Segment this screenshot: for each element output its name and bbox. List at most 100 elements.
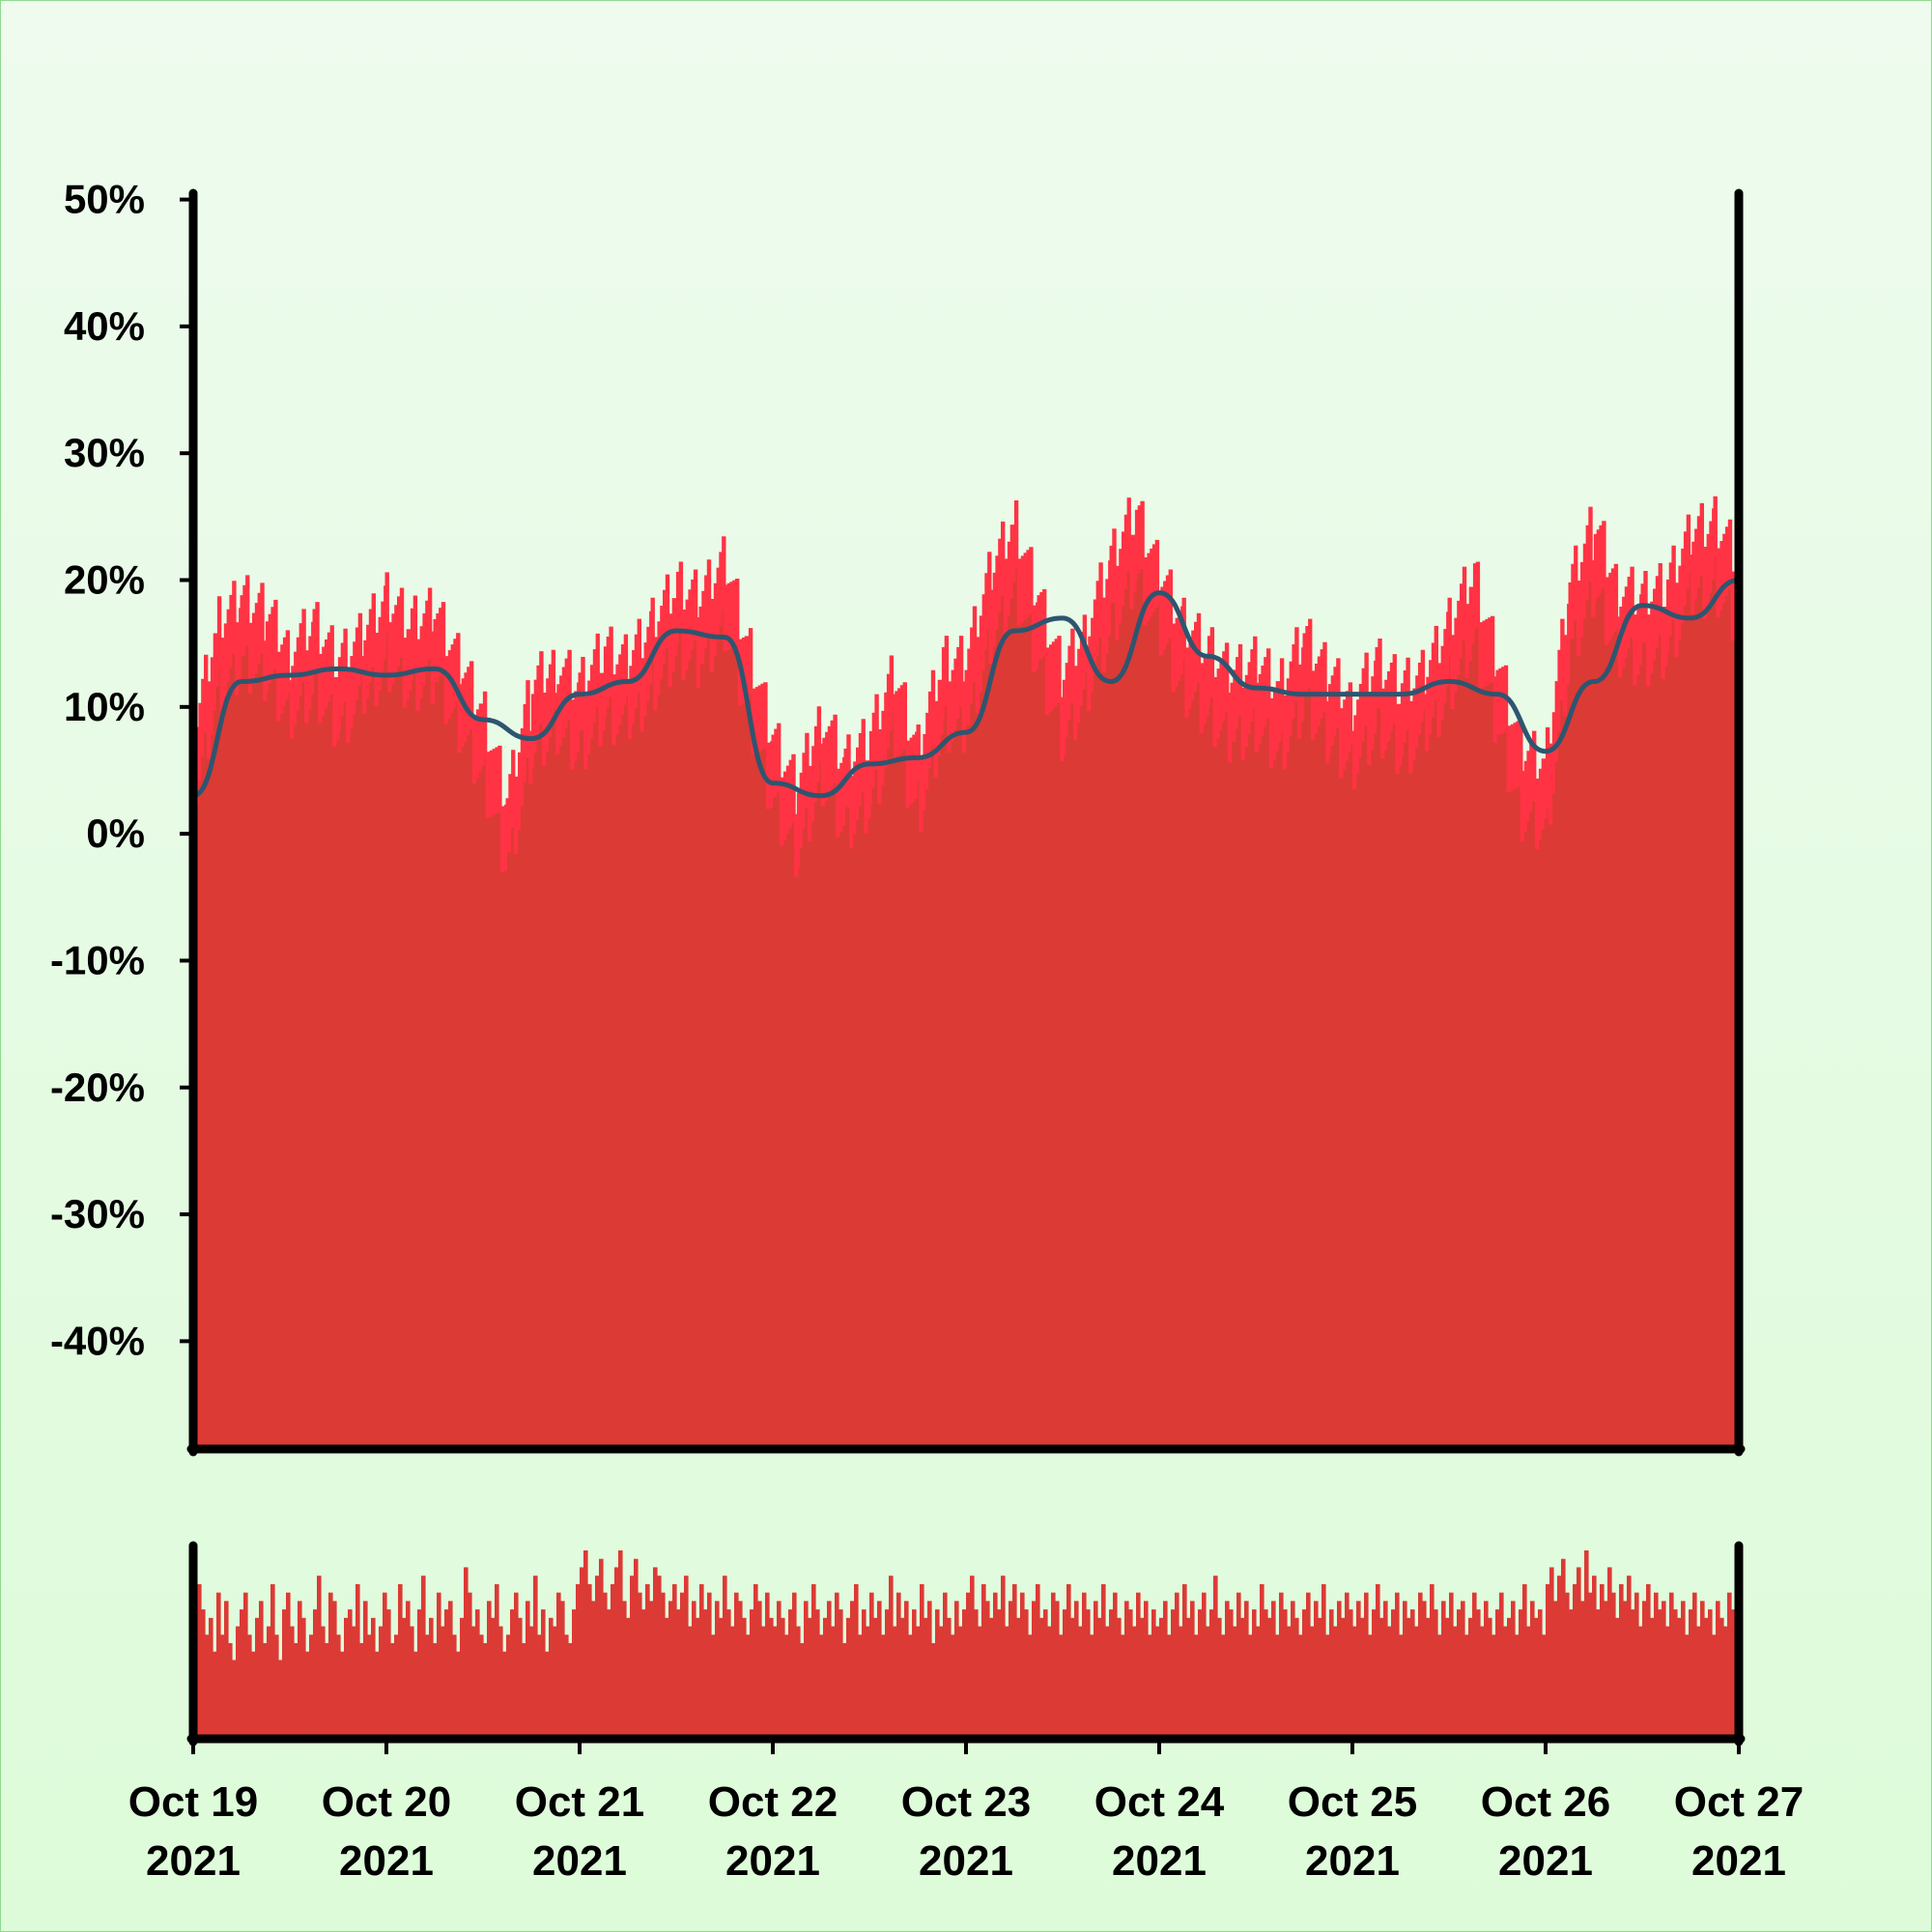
navigator-bar <box>255 1617 260 1736</box>
navigator-bar <box>247 1634 252 1736</box>
navigator-bar <box>564 1634 569 1736</box>
navigator-bar <box>413 1651 418 1736</box>
navigator-bar <box>286 1592 291 1736</box>
navigator-bar <box>1549 1567 1554 1736</box>
navigator-bar <box>634 1558 639 1736</box>
navigator-bar <box>1391 1609 1396 1736</box>
navigator-bar <box>1240 1617 1245 1736</box>
navigator-bar <box>923 1617 928 1736</box>
navigator-bar <box>719 1617 724 1736</box>
navigator-bar <box>1634 1592 1639 1736</box>
navigator-bar <box>935 1609 940 1736</box>
navigator-bar <box>259 1601 264 1736</box>
navigator-bar <box>1151 1609 1156 1736</box>
navigator-bar <box>1155 1626 1160 1736</box>
navigator-bar <box>1329 1609 1334 1736</box>
navigator-bar <box>301 1617 306 1736</box>
navigator-bar <box>1140 1617 1145 1736</box>
navigator-bar <box>1055 1601 1060 1736</box>
navigator-bar <box>1569 1609 1574 1736</box>
navigator-bar <box>1414 1626 1419 1736</box>
navigator-bar <box>471 1626 476 1736</box>
navigator-bar <box>236 1626 241 1736</box>
navigator-bar <box>336 1634 341 1736</box>
moving-average-series <box>192 578 1740 799</box>
navigator-bar <box>792 1592 797 1736</box>
navigator-bar <box>1318 1617 1322 1736</box>
navigator-bar <box>881 1634 886 1736</box>
navigator-bar <box>1012 1583 1017 1736</box>
navigator-bar <box>599 1558 604 1736</box>
y-tick-label: -20% <box>50 1065 145 1110</box>
navigator: Oct 19 2021 Oct 20 2021 Oct 21 2021 Oct 22 2021… <box>128 1541 1804 1885</box>
navigator-bar <box>707 1592 712 1736</box>
y-tick-label: -40% <box>50 1318 145 1363</box>
y-tick-label: -30% <box>50 1191 145 1236</box>
navigator-bar <box>1314 1601 1319 1736</box>
navigator-bar <box>831 1626 836 1736</box>
navigator-bar <box>1495 1609 1500 1736</box>
navigator-bar <box>1453 1626 1458 1736</box>
navigator-bar <box>1051 1592 1056 1736</box>
navigator-bar <box>618 1550 623 1736</box>
navigator-bar <box>784 1634 789 1736</box>
navigator-bar <box>1596 1609 1601 1736</box>
navigator-bar <box>1689 1609 1693 1736</box>
navigator-bar <box>1557 1576 1562 1736</box>
navigator-bar <box>1650 1617 1655 1736</box>
navigator-bar <box>1615 1617 1620 1736</box>
navigator-bar <box>1306 1592 1311 1736</box>
navigator-bar <box>703 1609 708 1736</box>
navigator-bar <box>402 1617 407 1736</box>
navigator-bar <box>1352 1626 1357 1736</box>
navigator-bar <box>688 1626 693 1736</box>
navigator-bar <box>498 1626 503 1736</box>
navigator-bar <box>804 1601 809 1736</box>
navigator-bar <box>1016 1617 1021 1736</box>
navigator-bar <box>1499 1592 1504 1736</box>
navigator-bar <box>989 1617 994 1736</box>
navigator-bar <box>1488 1617 1492 1736</box>
navigator-bar <box>383 1592 387 1736</box>
navigator-bar <box>533 1576 538 1736</box>
navigator-bar <box>746 1634 751 1736</box>
navigator-bar <box>1410 1609 1415 1736</box>
navigator-bar <box>398 1583 403 1736</box>
navigator-bar <box>1406 1617 1411 1736</box>
navigator-bar <box>352 1626 356 1736</box>
navigator-bar <box>228 1643 233 1736</box>
navigator-bar <box>1727 1592 1732 1736</box>
navigator-bar <box>777 1601 781 1736</box>
navigator-bar <box>773 1626 778 1736</box>
x-tick-label-year: 2021 <box>1498 1837 1593 1885</box>
navigator-bar <box>1685 1634 1690 1736</box>
navigator-bar <box>1310 1626 1315 1736</box>
navigator-bar <box>332 1601 337 1736</box>
navigator-bar <box>641 1609 646 1736</box>
navigator-bar <box>209 1617 213 1736</box>
navigator-bar <box>800 1643 805 1736</box>
navigator-bar <box>1619 1583 1624 1736</box>
x-tick-label-year: 2021 <box>1305 1837 1400 1885</box>
navigator-bar <box>1337 1601 1342 1736</box>
navigator-bar <box>1561 1558 1566 1736</box>
navigator-bar <box>1225 1601 1230 1736</box>
navigator-bar <box>951 1634 955 1736</box>
navigator-bar <box>1681 1601 1686 1736</box>
navigator-bar <box>1430 1583 1435 1736</box>
navigator-bar <box>1708 1609 1713 1736</box>
navigator-bar <box>1256 1626 1261 1736</box>
navigator-bar <box>1217 1617 1222 1736</box>
navigator-bar <box>591 1601 596 1736</box>
x-tick-label-date: Oct 20 <box>322 1778 452 1826</box>
main-plot: 50% 40% 30% 20% 10% 0% -10% -20% -30% -40% <box>50 177 1746 1457</box>
navigator-bar <box>1638 1626 1643 1736</box>
navigator-bar <box>1692 1592 1697 1736</box>
navigator-bar <box>224 1601 229 1736</box>
x-tick-label-date: Oct 25 <box>1288 1778 1418 1826</box>
navigator-bar <box>1001 1576 1006 1736</box>
navigator-bar <box>696 1617 700 1736</box>
navigator-bar <box>638 1592 642 1736</box>
navigator-bar <box>1719 1617 1724 1736</box>
navigator-bar <box>479 1634 484 1736</box>
